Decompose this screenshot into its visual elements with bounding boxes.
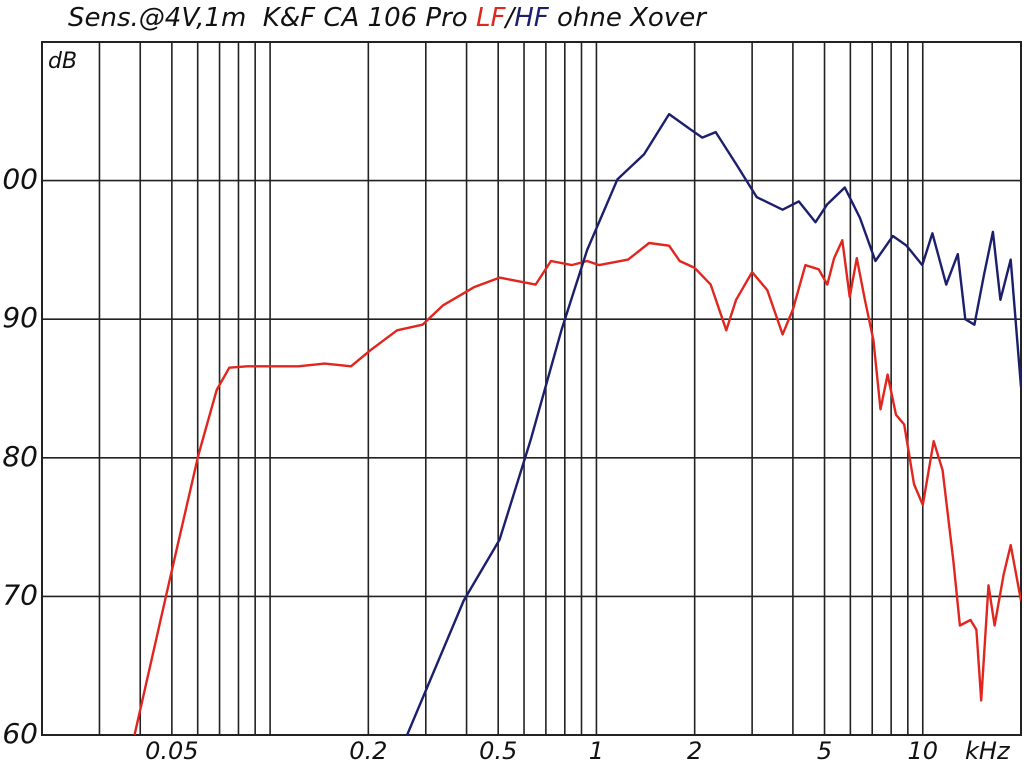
y-tick-label: 70 xyxy=(2,578,38,611)
chart-title: Sens.@4V,1m K&F CA 106 Pro LF/HF ohne Xo… xyxy=(68,3,708,33)
series-line xyxy=(405,112,1021,735)
x-tick-label: 10 xyxy=(907,737,938,765)
title-lf: LF xyxy=(476,3,506,33)
title-separator: / xyxy=(503,3,517,33)
x-tick-label: 2 xyxy=(687,737,702,765)
x-tick-label: 1 xyxy=(589,737,604,765)
title-hf: HF xyxy=(514,3,550,33)
x-tick-label: 0.05 xyxy=(145,737,198,765)
plot-frame xyxy=(41,41,1022,736)
x-tick-label: 0.5 xyxy=(479,737,517,765)
y-tick-label: 80 xyxy=(2,440,38,473)
x-unit-label: kHz xyxy=(965,737,1011,765)
y-axis-label: dB xyxy=(48,49,77,74)
y-tick-label: 100 xyxy=(0,163,38,196)
title-main: Sens.@4V,1m K&F CA 106 Pro xyxy=(68,3,468,33)
x-tick-label: 5 xyxy=(817,737,832,765)
x-tick-label: 0.2 xyxy=(349,737,387,765)
y-tick-label: 90 xyxy=(2,301,38,334)
y-tick-label: 60 xyxy=(2,717,38,750)
series-line xyxy=(133,239,1021,735)
title-suffix: ohne Xover xyxy=(557,3,708,33)
